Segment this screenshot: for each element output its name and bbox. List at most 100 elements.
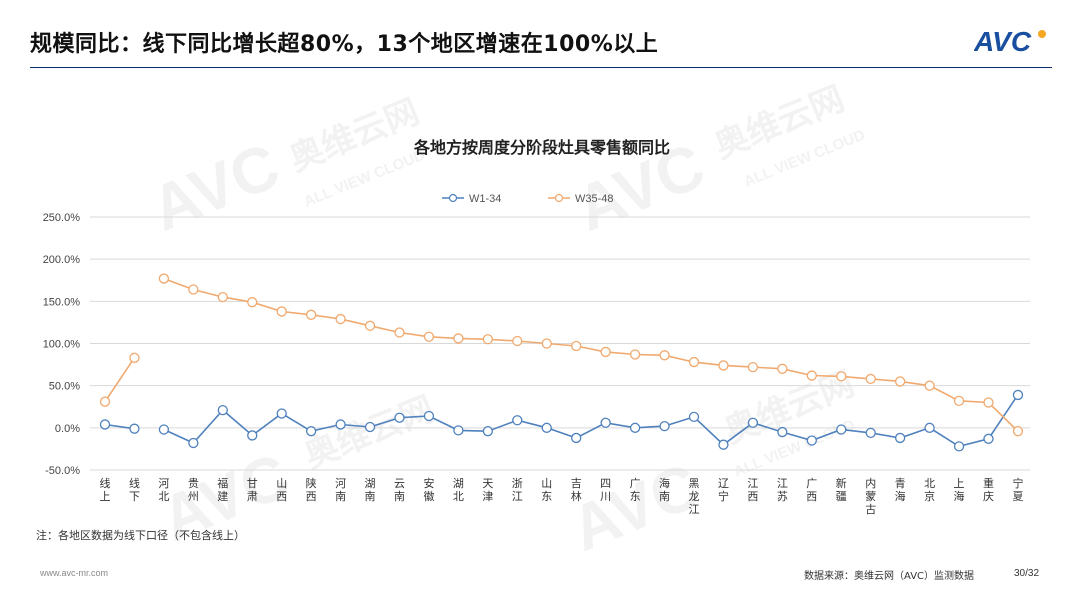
data-point bbox=[688, 356, 700, 368]
page-number: 30/32 bbox=[1014, 568, 1040, 579]
data-point bbox=[335, 313, 346, 325]
x-tick-label: 海南 bbox=[659, 476, 670, 503]
x-tick-label: 吉林 bbox=[571, 477, 582, 503]
data-point bbox=[983, 397, 994, 408]
data-point bbox=[895, 432, 906, 444]
data-point bbox=[659, 350, 670, 361]
y-tick-label: 50.0% bbox=[49, 381, 80, 393]
x-tick-label: 陕西 bbox=[306, 476, 317, 503]
legend-label: W1-34 bbox=[469, 193, 501, 205]
data-point bbox=[541, 422, 552, 433]
y-tick-label: -50.0% bbox=[45, 465, 80, 477]
data-source: 数据来源：奥维云网（AVC）监测数据 bbox=[804, 571, 975, 582]
x-tick-label: 上海 bbox=[954, 477, 965, 503]
data-point bbox=[276, 306, 287, 317]
data-point bbox=[482, 426, 494, 437]
x-tick-label: 四川 bbox=[600, 477, 611, 503]
data-point bbox=[688, 411, 700, 423]
avc-logo: AVC bbox=[974, 26, 1046, 57]
x-tick-label: 浙江 bbox=[512, 477, 523, 503]
x-tick-label: 江苏 bbox=[777, 477, 788, 503]
data-point bbox=[335, 419, 346, 430]
data-point bbox=[865, 373, 876, 385]
data-point bbox=[482, 334, 494, 345]
data-point bbox=[806, 435, 817, 446]
data-point bbox=[895, 376, 906, 387]
data-point bbox=[305, 426, 317, 437]
data-point bbox=[924, 422, 935, 433]
data-point bbox=[836, 371, 847, 382]
title-divider bbox=[30, 67, 1052, 68]
x-tick-label: 广东 bbox=[630, 477, 641, 503]
x-tick-label: 福建 bbox=[217, 476, 228, 503]
x-tick-label: 安徽 bbox=[423, 476, 434, 503]
data-point bbox=[423, 331, 435, 342]
x-tick-label: 重庆 bbox=[983, 476, 994, 503]
x-tick-label: 湖北 bbox=[453, 477, 464, 503]
legend-label: W35-48 bbox=[575, 193, 614, 205]
x-tick-label: 河南 bbox=[335, 477, 346, 503]
data-point bbox=[394, 412, 405, 423]
y-tick-label: 200.0% bbox=[43, 254, 81, 266]
x-tick-label: 内蒙古 bbox=[865, 476, 876, 516]
data-point bbox=[777, 363, 788, 374]
data-point bbox=[305, 309, 317, 320]
y-tick-label: 100.0% bbox=[43, 339, 81, 351]
data-point bbox=[1012, 389, 1024, 401]
x-tick-label: 江西 bbox=[747, 477, 758, 503]
legend-marker bbox=[448, 193, 458, 203]
data-point bbox=[217, 291, 228, 303]
x-tick-label: 河北 bbox=[158, 477, 169, 503]
footnote: 注：各地区数据为线下口径（不包含线上） bbox=[36, 529, 245, 542]
data-point bbox=[571, 340, 582, 352]
x-tick-label: 宁夏 bbox=[1012, 476, 1023, 503]
series-line bbox=[163, 394, 1019, 448]
data-point bbox=[629, 349, 641, 360]
x-tick-label: 广西 bbox=[806, 477, 817, 503]
data-point bbox=[217, 404, 228, 416]
y-tick-label: 150.0% bbox=[43, 296, 81, 308]
y-tick-label: 0.0% bbox=[55, 423, 80, 435]
x-tick-label: 北京 bbox=[924, 477, 935, 503]
data-point bbox=[747, 361, 759, 373]
data-point bbox=[364, 421, 376, 433]
data-point bbox=[188, 437, 199, 449]
series-line bbox=[104, 357, 136, 403]
x-tick-label: 天津 bbox=[482, 477, 493, 503]
footer-url[interactable]: www.avc-mr.com bbox=[40, 568, 109, 578]
data-point bbox=[364, 320, 376, 331]
data-point bbox=[718, 439, 729, 450]
x-tick-label: 线下 bbox=[129, 476, 140, 503]
data-point bbox=[836, 424, 847, 435]
x-tick-label: 山东 bbox=[541, 477, 552, 503]
data-point bbox=[276, 408, 287, 419]
data-point bbox=[247, 430, 258, 441]
x-tick-label: 新疆 bbox=[836, 476, 847, 503]
data-point bbox=[777, 426, 788, 438]
data-point bbox=[747, 417, 759, 428]
data-point bbox=[600, 417, 611, 428]
data-point bbox=[512, 415, 523, 426]
logo-text: AVC bbox=[974, 26, 1032, 57]
x-tick-label: 辽宁 bbox=[718, 477, 729, 503]
data-point bbox=[953, 395, 965, 406]
data-point bbox=[188, 284, 199, 295]
series-layer bbox=[99, 273, 1024, 452]
legend: W1-34 W35-48 bbox=[442, 193, 614, 205]
data-point bbox=[423, 410, 435, 422]
x-tick-label: 云南 bbox=[394, 477, 405, 503]
data-point bbox=[865, 427, 876, 439]
data-point bbox=[571, 432, 582, 444]
legend-marker bbox=[554, 193, 564, 203]
data-point bbox=[394, 327, 405, 338]
data-point bbox=[129, 352, 140, 363]
axis-labels: 250.0% 200.0% 150.0% 100.0% 50.0% 0.0% -50.0% 线… bbox=[43, 212, 1024, 516]
data-point bbox=[158, 424, 170, 435]
x-tick-label: 甘肃 bbox=[247, 477, 258, 503]
data-point bbox=[629, 422, 641, 433]
data-point bbox=[953, 441, 965, 452]
data-point bbox=[806, 370, 817, 381]
data-point bbox=[453, 425, 464, 436]
page-title: 规模同比：线下同比增长超80%，13个地区增速在100%以上 bbox=[30, 32, 659, 57]
